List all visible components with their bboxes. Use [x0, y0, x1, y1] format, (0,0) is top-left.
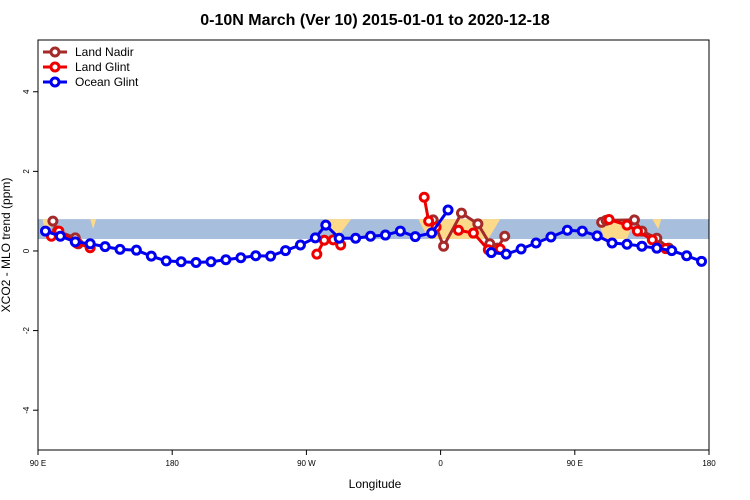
data-point-ocean-glint: [54, 230, 66, 242]
data-point-land-nadir: [438, 240, 450, 252]
data-point-land-glint: [621, 219, 633, 231]
land-region: [90, 219, 97, 230]
legend-marker-land-glint: [49, 61, 61, 73]
data-point-ocean-glint: [442, 204, 454, 216]
data-point-ocean-glint: [681, 250, 693, 262]
legend-marker-ocean-glint: [49, 76, 61, 88]
x-tick-label: 90 W: [297, 459, 316, 468]
plot-inner: [38, 191, 709, 269]
data-point-land-glint: [418, 191, 430, 203]
y-tick-label: 0: [22, 248, 31, 253]
y-tick-label: 2: [22, 169, 31, 174]
x-axis-label: Longitude: [349, 477, 402, 491]
data-point-ocean-glint: [485, 247, 497, 259]
data-point-ocean-glint: [320, 219, 332, 231]
data-point-ocean-glint: [84, 238, 96, 250]
y-tick-label: -4: [22, 406, 31, 414]
land-region: [652, 219, 662, 230]
legend-label-land-glint: Land Glint: [75, 60, 130, 74]
x-tick-label: 180: [166, 459, 180, 468]
data-point-ocean-glint: [530, 237, 542, 249]
data-point-ocean-glint: [235, 252, 247, 264]
x-tick-label: 90 E: [30, 459, 46, 468]
data-point-land-nadir: [628, 214, 640, 226]
data-point-ocean-glint: [69, 236, 81, 248]
data-point-ocean-glint: [294, 239, 306, 251]
x-tick-label: 180: [702, 459, 716, 468]
series-line-ocean-glint: [44, 209, 450, 265]
data-point-land-glint: [318, 234, 330, 246]
data-point-ocean-glint: [636, 240, 648, 252]
data-point-land-nadir: [47, 215, 59, 227]
data-point-land-glint: [452, 224, 464, 236]
data-point-land-glint: [646, 234, 658, 246]
legend-label-land-nadir: Land Nadir: [75, 45, 134, 59]
legend-label-ocean-glint: Ocean Glint: [75, 75, 139, 89]
land-region: [325, 219, 352, 240]
legend-marker-land-nadir: [49, 46, 61, 58]
y-tick-label: 4: [22, 89, 31, 94]
data-point-land-glint: [423, 215, 435, 227]
data-point-ocean-glint: [409, 231, 421, 243]
data-point-ocean-glint: [160, 255, 172, 267]
data-point-ocean-glint: [365, 230, 377, 242]
data-point-ocean-glint: [379, 229, 391, 241]
reference-band: [38, 219, 709, 240]
data-point-ocean-glint: [561, 224, 573, 236]
data-point-ocean-glint: [426, 227, 438, 239]
data-point-ocean-glint: [145, 250, 157, 262]
data-point-ocean-glint: [500, 248, 512, 260]
data-point-ocean-glint: [591, 230, 603, 242]
x-tick-label: 90 E: [567, 459, 583, 468]
data-point-ocean-glint: [99, 241, 111, 253]
data-point-land-nadir: [472, 218, 484, 230]
data-point-ocean-glint: [621, 238, 633, 250]
data-point-ocean-glint: [651, 242, 663, 254]
x-tick-label: 0: [438, 459, 443, 468]
data-point-land-glint: [311, 248, 323, 260]
data-point-land-nadir: [499, 230, 511, 242]
data-point-ocean-glint: [175, 256, 187, 268]
data-point-ocean-glint: [250, 250, 262, 262]
data-point-land-glint: [467, 227, 479, 239]
data-point-ocean-glint: [309, 232, 321, 244]
data-point-ocean-glint: [190, 257, 202, 269]
y-tick-label: -2: [22, 326, 31, 334]
data-point-ocean-glint: [333, 232, 345, 244]
plot-area: 90 E 180 90 W 0 90 E 180 -4 -2 0 2 4: [22, 39, 716, 468]
data-point-ocean-glint: [515, 243, 527, 255]
data-point-ocean-glint: [205, 256, 217, 268]
data-point-land-glint: [603, 214, 615, 226]
data-point-ocean-glint: [130, 244, 142, 256]
data-point-ocean-glint: [350, 232, 362, 244]
data-point-ocean-glint: [666, 245, 678, 257]
data-point-ocean-glint: [394, 225, 406, 237]
chart-title: 0-10N March (Ver 10) 2015-01-01 to 2020-…: [200, 12, 550, 29]
data-point-land-nadir: [455, 207, 467, 219]
plot-frame: [37, 39, 710, 451]
data-point-ocean-glint: [265, 250, 277, 262]
data-point-ocean-glint: [606, 237, 618, 249]
data-point-ocean-glint: [696, 255, 708, 267]
data-point-ocean-glint: [114, 243, 126, 255]
data-point-ocean-glint: [220, 254, 232, 266]
data-point-ocean-glint: [545, 231, 557, 243]
data-point-ocean-glint: [280, 245, 292, 257]
data-point-ocean-glint: [39, 225, 51, 237]
data-point-ocean-glint: [576, 225, 588, 237]
data-point-land-glint: [631, 225, 643, 237]
y-axis-label: XCO2 - MLO trend (ppm): [0, 178, 13, 313]
